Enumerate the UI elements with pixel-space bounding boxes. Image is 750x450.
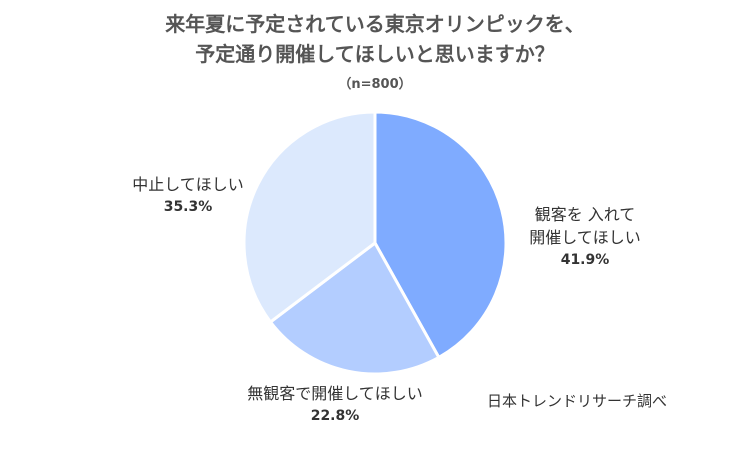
slice-label-with-audience-line-2: 開催してほしい: [529, 228, 641, 247]
slice-label-cancel-line-1: 中止してほしい: [132, 175, 244, 194]
slice-label-with-audience: 観客を 入れて 開催してほしい 41.9%: [520, 203, 650, 272]
pie-slice-cancel: [242, 110, 377, 325]
chart-title-line-1: 来年夏に予定されている東京オリンピックを、: [165, 12, 585, 36]
slice-percent-with-audience: 41.9%: [560, 252, 610, 268]
slice-label-no-audience: 無観客で開催してほしい 22.8%: [225, 382, 445, 428]
slice-percent-cancel: 35.3%: [163, 199, 213, 215]
chart-subtitle: （n=800）: [338, 77, 412, 92]
slice-label-no-audience-line-1: 無観客で開催してほしい: [247, 384, 423, 403]
pie-slice-with-audience: [373, 110, 508, 360]
chart-title-line-2: 予定通り開催してほしいと思いますか？: [195, 42, 555, 66]
source-note: 日本トレンドリサーチ調べ: [487, 392, 668, 410]
slice-percent-no-audience: 22.8%: [310, 408, 360, 424]
slice-label-with-audience-line-1: 観客を 入れて: [534, 205, 636, 224]
slice-label-cancel: 中止してほしい 35.3%: [118, 173, 258, 219]
pie-slice-no-audience: [268, 240, 441, 376]
